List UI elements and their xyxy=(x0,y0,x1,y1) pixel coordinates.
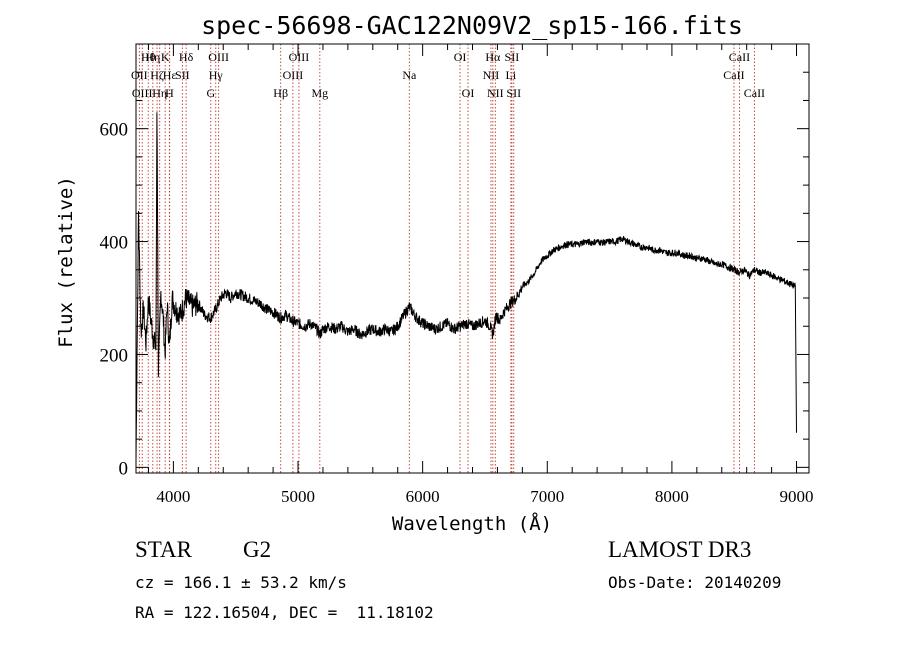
y-axis-label: Flux (relative) xyxy=(55,176,77,348)
redshift-velocity: cz = 166.1 ± 53.2 km/s xyxy=(135,573,347,592)
spectral-line-label: OIII xyxy=(289,50,310,64)
spectral-line-label: SII xyxy=(175,68,190,82)
spectral-line-label: Hθ xyxy=(141,50,156,64)
spectral-line-label: SII xyxy=(505,50,520,64)
spectral-line-label: Hη xyxy=(145,50,160,64)
spectral-line-label: Hα xyxy=(485,50,501,64)
spectral-line-label: OIII xyxy=(208,50,229,64)
spectral-line-label: CaII xyxy=(723,68,744,82)
spectral-line-label: Li xyxy=(506,68,517,82)
spectral-line-label: H xyxy=(165,86,174,100)
x-tick-label: 5000 xyxy=(281,487,315,506)
spectral-line-label: OI xyxy=(454,50,467,64)
y-tick-label: 400 xyxy=(100,233,129,254)
x-tick-label: 7000 xyxy=(530,487,564,506)
x-tick-label: 4000 xyxy=(156,487,190,506)
survey-name: LAMOST DR3 xyxy=(608,537,752,562)
y-tick-label: 200 xyxy=(100,345,129,366)
spectral-line-label: OII xyxy=(131,68,148,82)
x-tick-label: 6000 xyxy=(406,487,440,506)
spectral-line-label: Na xyxy=(402,68,417,82)
spectral-line-label: Hε xyxy=(163,68,177,82)
spectral-line-label: OIII xyxy=(283,68,304,82)
spectral-line-label: CaII xyxy=(744,86,765,100)
spectral-line-label: Mg xyxy=(311,86,328,100)
line-labels: OIIOIIIHθHηHζHηKHεHSIIHδGHγOIIIHβOIIIOII… xyxy=(131,50,765,100)
x-tick-label: 8000 xyxy=(655,487,689,506)
line-markers xyxy=(138,44,755,473)
object-subclass: G2 xyxy=(243,537,272,562)
spectral-line-label: K xyxy=(161,50,170,64)
x-axis-label: Wavelength (Å) xyxy=(392,512,552,535)
spectral-line-label: Hζ xyxy=(150,68,164,82)
spectrum-series xyxy=(135,112,797,462)
chart-title: spec-56698-GAC122N09V2_sp15-166.fits xyxy=(201,11,743,40)
spectral-line-label: SII xyxy=(506,86,521,100)
spectral-line-label: OIII xyxy=(132,86,153,100)
spectral-line-label: Hη xyxy=(152,86,167,100)
y-tick-label: 600 xyxy=(100,120,129,141)
ra-dec-coordinates: RA = 122.16504, DEC = 11.18102 xyxy=(135,603,434,622)
y-ticks: 0 200 400 600 xyxy=(100,71,809,479)
spectral-line-label: NII xyxy=(487,86,504,100)
x-tick-label: 9000 xyxy=(780,487,814,506)
x-ticks: 4000 5000 6000 7000 8000 9000 xyxy=(147,44,814,506)
y-tick-label: 0 xyxy=(119,458,129,479)
spectral-line-label: Hβ xyxy=(273,86,288,100)
spectral-line-label: OI xyxy=(462,86,475,100)
object-class: STAR xyxy=(135,537,192,562)
spectral-line-label: Hδ xyxy=(179,50,194,64)
spectral-line-label: G xyxy=(206,86,215,100)
spectral-line-label: Hγ xyxy=(209,68,224,82)
spectral-line-label: CaII xyxy=(729,50,750,64)
observation-date: Obs-Date: 20140209 xyxy=(608,573,782,592)
spectral-line-label: NII xyxy=(483,68,500,82)
